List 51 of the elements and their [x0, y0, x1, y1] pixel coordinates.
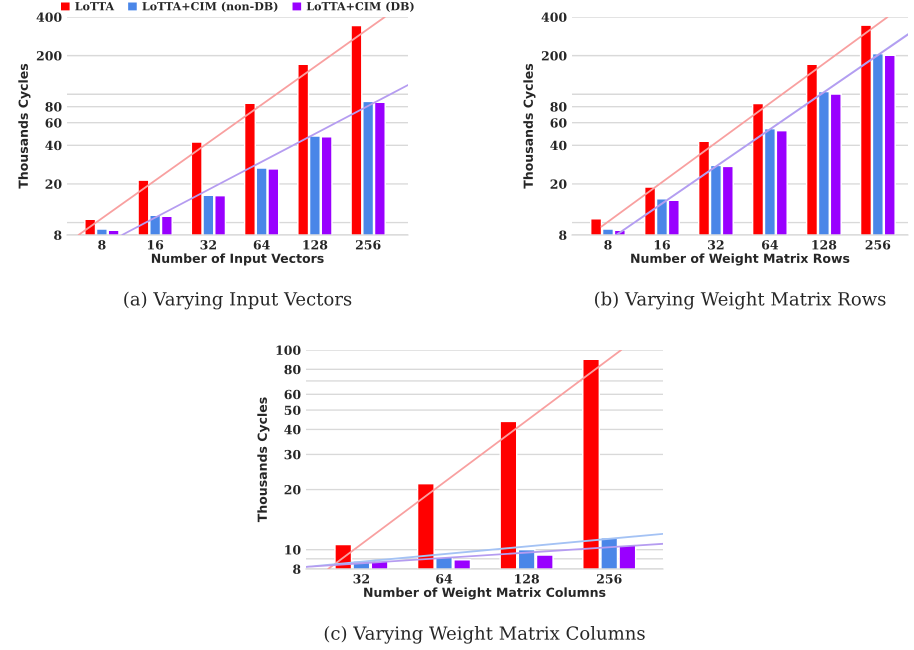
y-tick-label: 8 — [54, 230, 62, 240]
x-axis-title: Number of Input Vectors — [152, 253, 324, 266]
y-tick-label: 10 — [285, 545, 301, 555]
y-tick-label: 8 — [293, 564, 300, 574]
y-tick-label: 40 — [550, 140, 567, 150]
legend-label: LoTTA — [75, 2, 114, 10]
y-tick-label: 60 — [46, 118, 62, 128]
x-tick-label: 256 — [866, 240, 890, 250]
x-tick-label: 8 — [604, 240, 612, 250]
x-axis-title: Number of Weight Matrix Rows — [631, 253, 850, 266]
y-tick-label: 40 — [284, 424, 301, 434]
y-tick-label: 400 — [542, 12, 567, 22]
x-tick-label: 64 — [254, 240, 270, 250]
y-tick-label: 80 — [550, 102, 567, 112]
x-tick-label: 64 — [762, 240, 778, 250]
text: (a) Varying Input Vectors — [124, 292, 352, 310]
x-tick-label: 32 — [354, 574, 369, 584]
y-tick-label: 200 — [542, 51, 567, 61]
y-axis-title: Thousands Cycles — [523, 64, 536, 189]
text: (c) Varying Weight Matrix Columns — [324, 626, 645, 644]
legend-label: LoTTA+CIM (non-DB) — [142, 2, 278, 12]
x-tick-label: 128 — [515, 574, 539, 584]
y-axis-title: Thousands Cycles — [18, 64, 30, 189]
legend-label: LoTTA+CIM (DB) — [306, 2, 414, 12]
y-tick-label: 60 — [550, 118, 567, 128]
y-tick-label: 50 — [284, 406, 301, 416]
y-tick-label: 60 — [284, 390, 301, 400]
x-tick-label: 64 — [436, 574, 452, 584]
x-tick-label: 16 — [654, 240, 670, 250]
x-tick-label: 16 — [148, 240, 164, 250]
y-tick-label: 100 — [276, 345, 301, 355]
x-axis-title: Number of Weight Matrix Columns — [364, 587, 606, 600]
y-tick-label: 80 — [284, 364, 301, 374]
y-tick-label: 80 — [45, 102, 62, 112]
y-tick-label: 400 — [36, 12, 62, 22]
y-tick-label: 40 — [45, 140, 62, 150]
y-tick-label: 20 — [284, 485, 301, 494]
text: (b) Varying Weight Matrix Rows — [595, 292, 886, 310]
y-tick-label: 20 — [46, 179, 62, 189]
x-tick-label: 128 — [812, 240, 836, 250]
x-tick-label: 256 — [597, 574, 622, 584]
y-tick-label: 30 — [284, 450, 301, 460]
y-tick-label: 8 — [559, 230, 566, 240]
x-tick-label: 32 — [708, 240, 724, 250]
x-tick-label: 256 — [356, 240, 381, 250]
y-axis-title: Thousands Cycles — [257, 397, 270, 522]
x-tick-label: 32 — [200, 240, 216, 250]
x-tick-label: 8 — [98, 240, 106, 250]
y-tick-label: 200 — [36, 51, 62, 61]
y-tick-label: 20 — [550, 179, 567, 189]
x-tick-label: 128 — [303, 240, 328, 250]
